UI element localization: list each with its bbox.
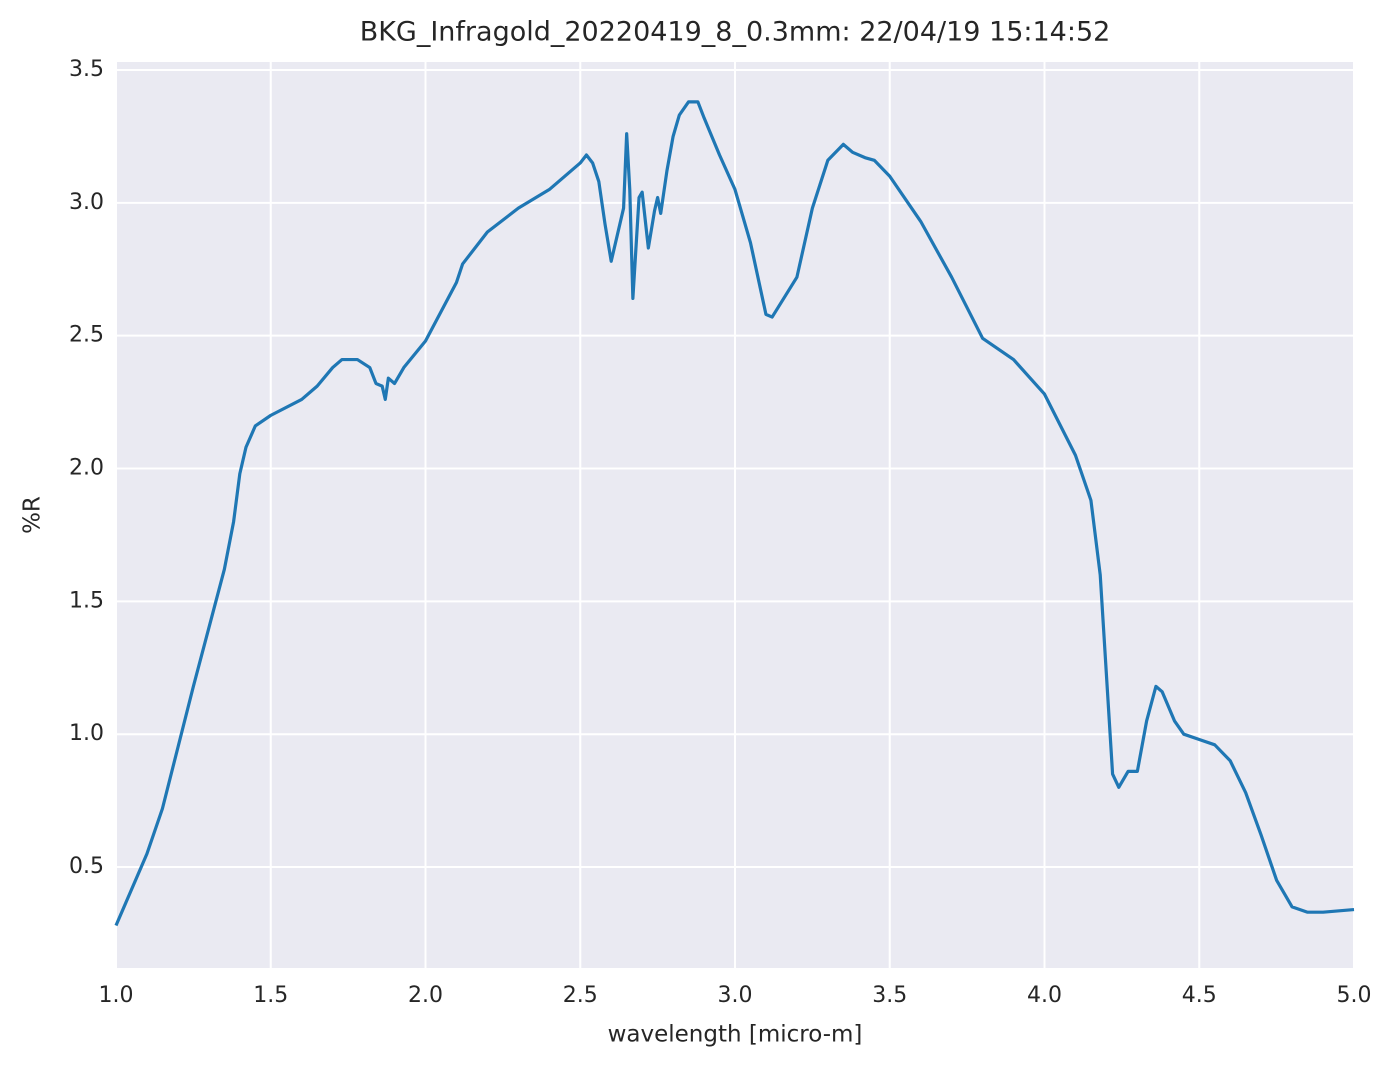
chart-title: BKG_Infragold_20220419_8_0.3mm: 22/04/19… (360, 17, 1111, 48)
y-axis-label: %R (20, 496, 46, 534)
y-tick-label: 3.5 (69, 57, 104, 82)
y-tick-label: 1.5 (69, 588, 104, 613)
y-tick-label: 2.0 (69, 456, 104, 481)
y-tick-label: 0.5 (69, 854, 104, 879)
x-tick-label: 2.0 (408, 983, 443, 1008)
y-tick-label: 1.0 (69, 721, 104, 746)
x-tick-label: 4.5 (1182, 983, 1217, 1008)
y-tick-label: 2.5 (69, 323, 104, 348)
x-tick-label: 5.0 (1337, 983, 1372, 1008)
x-tick-label: 4.0 (1027, 983, 1062, 1008)
x-tick-label: 1.0 (99, 983, 134, 1008)
x-tick-label: 1.5 (253, 983, 288, 1008)
x-axis-label: wavelength [micro-m] (608, 1022, 863, 1048)
x-tick-label: 3.5 (872, 983, 907, 1008)
x-tick-label: 2.5 (563, 983, 598, 1008)
y-tick-label: 3.0 (69, 190, 104, 215)
x-tick-label: 3.0 (718, 983, 753, 1008)
data-line (114, 100, 1355, 927)
